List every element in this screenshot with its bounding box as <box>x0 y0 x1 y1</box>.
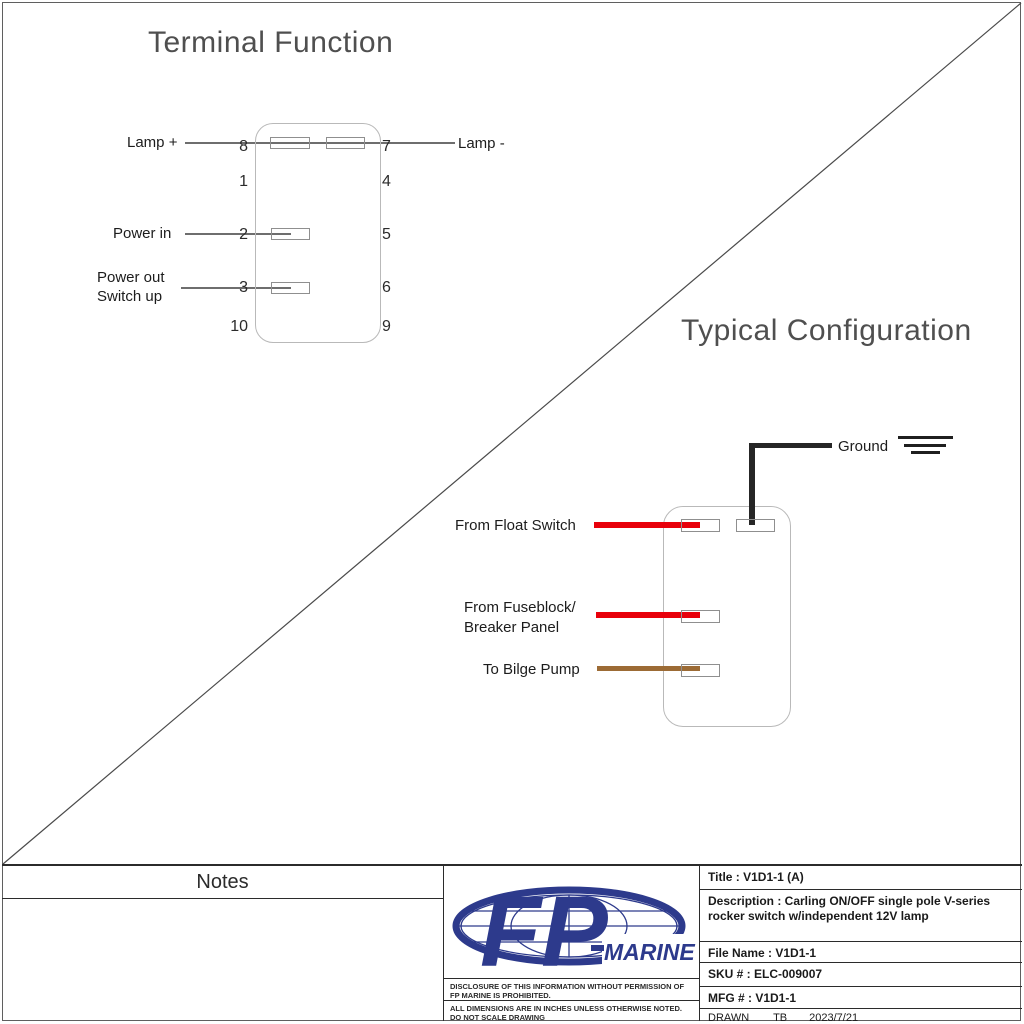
from-fuseblock-label-line1: From Fuseblock/ <box>464 599 576 616</box>
notes-header: Notes <box>2 866 443 899</box>
rocker-switch-body-terminal-function <box>255 123 381 343</box>
dimensions-note-line2: DO NOT SCALE DRAWING <box>450 1013 545 1022</box>
dimensions-note: ALL DIMENSIONS ARE IN INCHES UNLESS OTHE… <box>444 1000 699 1022</box>
power-out-label-line1: Power out <box>97 269 165 286</box>
lamp-minus-label: Lamp - <box>458 135 505 152</box>
logo-marine-text: MARINE <box>604 939 695 965</box>
terminal-lug-2 <box>271 228 310 240</box>
field-sku: SKU # : ELC-009007 <box>700 963 1022 987</box>
config-terminal-lug-middle <box>681 610 720 623</box>
terminal-number-3: 3 <box>239 279 248 296</box>
from-fuseblock-label-line2: Breaker Panel <box>464 619 560 636</box>
power-out-label: Power out Switch up <box>97 268 165 306</box>
float-switch-wire <box>594 522 700 528</box>
to-bilge-pump-label: To Bilge Pump <box>483 661 580 678</box>
config-terminal-lug-top-left <box>681 519 720 532</box>
notes-label: Notes <box>196 871 249 893</box>
ground-symbol-line1 <box>898 436 953 439</box>
ground-label: Ground <box>838 438 889 455</box>
lamp-wire-line <box>185 142 455 144</box>
field-column: Title : V1D1-1 (A) Description : Carling… <box>699 866 1022 1024</box>
field-file-name: File Name : V1D1-1 <box>700 942 1022 963</box>
terminal-number-8: 8 <box>239 138 248 155</box>
lamp-plus-label: Lamp + <box>127 134 178 151</box>
power-out-line <box>181 287 291 289</box>
field-title: Title : V1D1-1 (A) <box>700 866 1022 890</box>
notes-cell: Notes <box>2 866 443 1021</box>
terminal-lug-7 <box>326 137 365 149</box>
notes-empty-area <box>2 899 443 1021</box>
logo-fp-text: FP <box>480 876 608 978</box>
fuseblock-wire <box>596 612 700 618</box>
terminal-number-10: 10 <box>230 318 248 335</box>
ground-symbol-line3 <box>911 451 940 454</box>
terminal-number-5: 5 <box>382 226 391 243</box>
fp-marine-logo: FP MARINE <box>452 876 695 978</box>
terminal-number-2: 2 <box>239 226 248 243</box>
dimensions-note-line1: ALL DIMENSIONS ARE IN INCHES UNLESS OTHE… <box>450 1004 682 1013</box>
terminal-lug-8 <box>270 137 310 149</box>
power-in-label: Power in <box>113 225 172 242</box>
disclosure-note: DISCLOSURE OF THIS INFORMATION WITHOUT P… <box>444 978 699 1000</box>
terminal-function-title: Terminal Function <box>148 26 394 59</box>
terminal-lug-3 <box>271 282 310 294</box>
typical-configuration-title: Typical Configuration <box>681 314 972 347</box>
field-description: Description : Carling ON/OFF single pole… <box>700 890 1022 942</box>
ground-wire-vertical <box>749 443 755 525</box>
drawn-label: DRAWN <box>708 1012 750 1024</box>
config-terminal-lug-top-right <box>736 519 775 532</box>
logo-cell: FP MARINE DISCLOSURE OF THIS INFORMATION… <box>443 866 699 1022</box>
title-block: Notes FP MARINE DISCLOSURE OF THIS INFOR… <box>2 864 1022 1024</box>
terminal-number-7: 7 <box>382 138 391 155</box>
terminal-number-6: 6 <box>382 279 391 296</box>
config-terminal-lug-bottom <box>681 664 720 677</box>
terminal-number-9: 9 <box>382 318 391 335</box>
terminal-number-1: 1 <box>239 173 248 190</box>
drawn-date: 2023/7/21 <box>809 1012 859 1024</box>
from-float-switch-label: From Float Switch <box>455 517 576 534</box>
power-out-label-line2: Switch up <box>97 288 163 305</box>
ground-symbol-line2 <box>904 444 946 447</box>
bilge-pump-wire <box>597 666 700 671</box>
field-mfg: MFG # : V1D1-1 <box>700 987 1022 1009</box>
field-drawn-row: DRAWN TB 2023/7/21 <box>700 1009 1022 1024</box>
power-in-line <box>185 233 291 235</box>
ground-wire-horizontal <box>749 443 832 448</box>
terminal-number-4: 4 <box>382 173 391 190</box>
from-fuseblock-label: From Fuseblock/ Breaker Panel <box>464 598 576 638</box>
drawn-by: TB <box>773 1012 788 1024</box>
